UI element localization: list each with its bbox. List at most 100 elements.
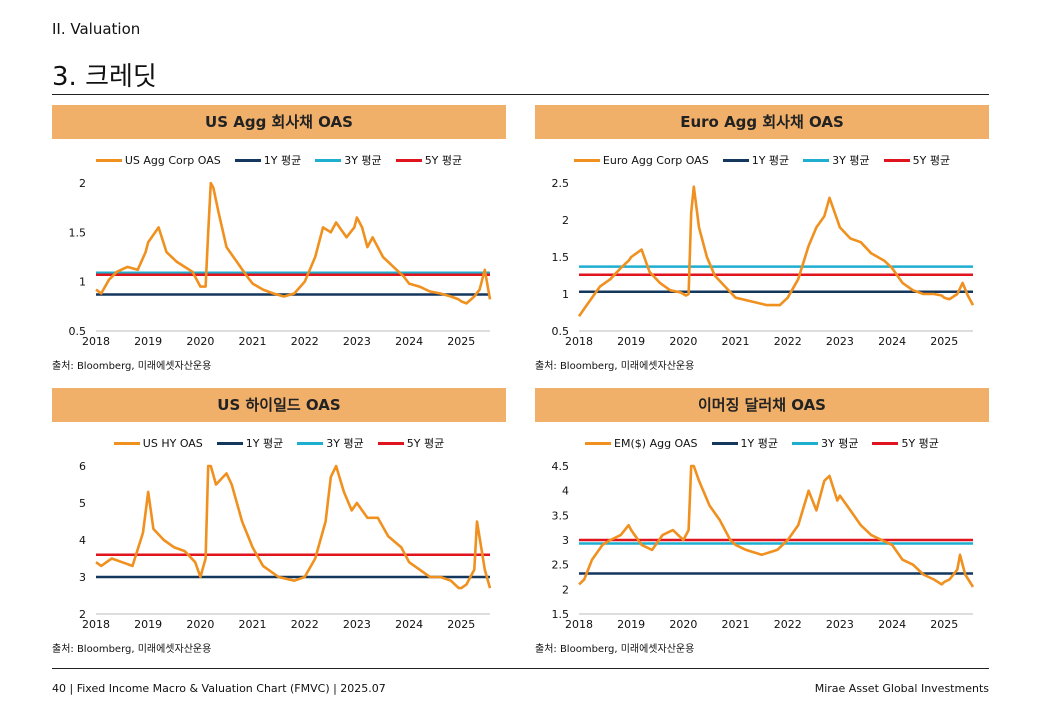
legend-item: 1Y 평균 (216, 435, 283, 451)
legend-swatch (722, 158, 749, 162)
chart-plot: 1.5 2 2.5 3 3.5 4 4.5 2018 2019 2020 2021 2022 2023 2… (552, 460, 975, 631)
chart-title: Euro Agg 회사채 OAS (535, 105, 989, 139)
x-tick-label: 2019 (617, 618, 645, 631)
chart-source: 출처: Bloomberg, 미래에셋자산운용 (52, 361, 212, 372)
x-tick-label: 2021 (239, 335, 267, 348)
legend-label: EM($) Agg OAS (614, 436, 698, 450)
y-tick-label: 1.5 (69, 226, 87, 239)
chart-legend: US HY OAS 1Y 평균 3Y 평균 5Y 평균 (52, 432, 506, 454)
chart-title: 이머징 달러채 OAS (535, 388, 989, 422)
y-tick-label: 6 (79, 460, 86, 473)
y-tick-label: 2.5 (552, 177, 570, 190)
legend-item: US Agg Corp OAS (95, 154, 221, 167)
legend-label: 5Y 평균 (406, 437, 445, 450)
footer-divider (52, 668, 989, 669)
y-tick-label: 1 (79, 276, 86, 289)
chart-legend: Euro Agg Corp OAS 1Y 평균 3Y 평균 5Y 평균 (535, 149, 989, 171)
chart-title: US Agg 회사채 OAS (52, 105, 506, 139)
y-tick-label: 2 (562, 583, 569, 596)
legend-item: 3Y 평균 (792, 435, 858, 451)
x-tick-label: 2024 (395, 618, 423, 631)
chart-panel-euro-agg: Euro Agg 회사채 OAS Euro Agg Corp OAS 1Y 평균 3… (535, 105, 989, 372)
y-tick-label: 3 (562, 534, 569, 547)
y-tick-label: 1.5 (552, 251, 570, 264)
legend-swatch (95, 158, 122, 162)
y-tick-label: 2.5 (552, 559, 570, 572)
legend-swatch (315, 158, 342, 162)
legend-label: 5Y 평균 (424, 154, 463, 167)
y-tick-label: 1 (562, 288, 569, 301)
chart-plot: 2 3 4 5 6 2018 2019 2020 2021 2022 2023 2024 2025 (79, 460, 492, 631)
y-tick-label: 3 (79, 571, 86, 584)
legend-item: 3Y 평균 (315, 152, 382, 168)
y-tick-label: 4.5 (552, 460, 570, 473)
legend-swatch (883, 158, 910, 162)
x-tick-label: 2018 (565, 618, 593, 631)
x-tick-label: 2019 (617, 335, 645, 348)
x-tick-label: 2022 (774, 618, 802, 631)
oas-series-line (95, 464, 492, 590)
legend-item: 3Y 평균 (803, 152, 870, 168)
x-tick-label: 2024 (395, 335, 423, 348)
y-tick-label: 0.5 (69, 325, 87, 338)
section-label: II. Valuation (52, 20, 141, 38)
legend-item: 3Y 평균 (297, 435, 364, 451)
legend-swatch (803, 158, 830, 162)
x-tick-label: 2020 (186, 335, 214, 348)
legend-swatch (216, 441, 243, 445)
x-tick-label: 2020 (186, 618, 214, 631)
x-tick-label: 2019 (134, 335, 162, 348)
x-tick-label: 2025 (930, 335, 958, 348)
x-tick-label: 2020 (669, 618, 697, 631)
y-tick-label: 1.5 (552, 608, 570, 621)
legend-swatch (872, 441, 899, 445)
legend-item: 1Y 평균 (711, 435, 778, 451)
chart-source: 출처: Bloomberg, 미래에셋자산운용 (52, 644, 212, 655)
title-divider (52, 94, 989, 95)
x-tick-label: 2024 (878, 618, 906, 631)
x-tick-label: 2023 (826, 335, 854, 348)
page-title: 3. 크레딧 (52, 62, 157, 92)
legend-swatch (297, 441, 324, 445)
legend-item: 1Y 평균 (234, 152, 301, 168)
legend-label: 3Y 평균 (821, 437, 859, 450)
chart-title: US 하이일드 OAS (52, 388, 506, 422)
x-tick-label: 2021 (722, 618, 750, 631)
y-tick-label: 0.5 (552, 325, 570, 338)
x-tick-label: 2021 (239, 618, 267, 631)
legend-swatch (585, 441, 612, 445)
chart-plot: 0.5 1 1.5 2 2.5 2018 2019 2020 2021 2022 2023 2024 2… (552, 177, 975, 348)
legend-label: Euro Agg Corp OAS (602, 153, 709, 167)
legend-item: US HY OAS (113, 437, 203, 450)
y-tick-label: 4 (562, 485, 569, 498)
legend-item: 5Y 평균 (377, 435, 445, 451)
y-tick-label: 4 (79, 534, 86, 547)
legend-item: Euro Agg Corp OAS (573, 153, 709, 167)
x-tick-label: 2018 (82, 618, 110, 631)
x-tick-label: 2021 (722, 335, 750, 348)
oas-series-line (95, 181, 492, 305)
x-tick-label: 2023 (343, 618, 371, 631)
footer-page-info: 40 | Fixed Income Macro & Valuation Char… (52, 682, 386, 695)
oas-series-line (577, 185, 975, 317)
chart-source: 출처: Bloomberg, 미래에셋자산운용 (535, 361, 695, 372)
legend-swatch (395, 158, 422, 162)
y-tick-label: 3.5 (552, 509, 570, 522)
x-tick-label: 2022 (774, 335, 802, 348)
y-tick-label: 2 (562, 214, 569, 227)
chart-plot: 0.5 1 1.5 2 2018 2019 2020 2021 2022 2023 2024 2025 (69, 177, 492, 348)
legend-label: 3Y 평균 (326, 437, 364, 450)
x-tick-label: 2022 (291, 335, 319, 348)
y-tick-label: 5 (79, 497, 86, 510)
legend-swatch (377, 441, 404, 445)
legend-item: 5Y 평균 (883, 152, 951, 168)
legend-label: 5Y 평균 (912, 154, 951, 167)
x-tick-label: 2020 (669, 335, 697, 348)
chart-legend: US Agg Corp OAS 1Y 평균 3Y 평균 5Y 평균 (52, 149, 506, 171)
legend-item: 5Y 평균 (395, 152, 463, 168)
legend-label: 3Y 평균 (832, 154, 870, 167)
legend-swatch (234, 158, 261, 162)
chart-panel-em-usd: 이머징 달러채 OAS EM($) Agg OAS 1Y 평균 3Y 평균 5Y 평균… (535, 388, 989, 655)
legend-swatch (573, 158, 600, 162)
legend-swatch (711, 441, 738, 445)
